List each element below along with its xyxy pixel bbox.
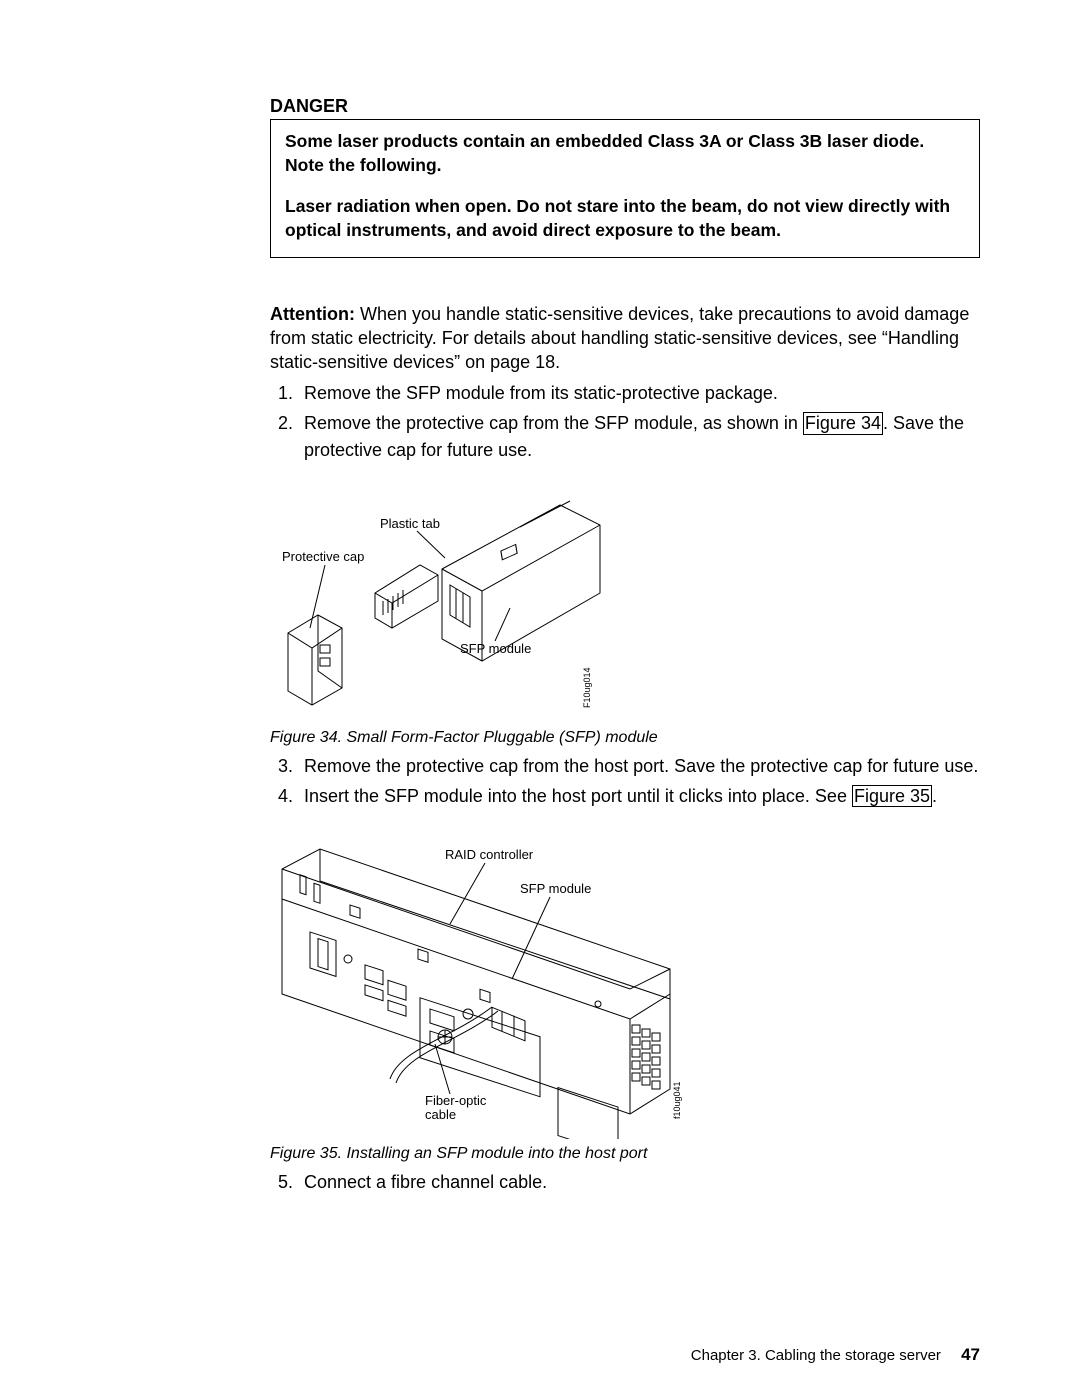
figure-34-caption: Figure 34. Small Form-Factor Pluggable (… [270, 729, 980, 747]
step-2-text-a: Remove the protective cap from the SFP m… [304, 413, 803, 433]
figure-34-link[interactable]: Figure 34 [803, 412, 883, 435]
fig35-label-cable-1: Fiber-optic [425, 1093, 487, 1108]
step-5: Connect a fibre channel cable. [298, 1169, 980, 1195]
page-footer: Chapter 3. Cabling the storage server 47 [691, 1345, 980, 1365]
step-3: Remove the protective cap from the host … [298, 753, 980, 779]
danger-para-1: Some laser products contain an embedded … [285, 130, 965, 177]
attention-paragraph: Attention: When you handle static-sensit… [270, 302, 980, 375]
fig35-code: f10ug041 [672, 1081, 682, 1119]
fig34-code: F10ug014 [582, 667, 592, 708]
danger-heading: DANGER [270, 96, 980, 117]
figure-35-caption: Figure 35. Installing an SFP module into… [270, 1145, 980, 1163]
fig34-label-mod: SFP module [460, 641, 531, 656]
figure-35-svg: RAID controller SFP module Fiber-optic c… [270, 839, 770, 1139]
fig34-label-cap: Protective cap [282, 549, 364, 564]
step-2: Remove the protective cap from the SFP m… [298, 410, 980, 462]
danger-para-2: Laser radiation when open. Do not stare … [285, 195, 965, 242]
fig35-label-cable-2: cable [425, 1107, 456, 1122]
step-4-text-b: . [932, 786, 937, 806]
step-1: Remove the SFP module from its static-pr… [298, 380, 980, 406]
footer-chapter: Chapter 3. Cabling the storage server [691, 1347, 941, 1364]
figure-35-link[interactable]: Figure 35 [852, 785, 932, 808]
fig35-label-sfp: SFP module [520, 881, 591, 896]
attention-label: Attention: [270, 304, 355, 324]
fig35-label-raid: RAID controller [445, 847, 534, 862]
danger-box: Some laser products contain an embedded … [270, 119, 980, 258]
footer-page-number: 47 [961, 1345, 980, 1364]
attention-text: When you handle static-sensitive devices… [270, 304, 969, 373]
step-4: Insert the SFP module into the host port… [298, 783, 980, 809]
fig34-label-tab: Plastic tab [380, 516, 440, 531]
figure-35: RAID controller SFP module Fiber-optic c… [270, 839, 980, 1163]
step-4-text-a: Insert the SFP module into the host port… [304, 786, 852, 806]
figure-34-svg: Plastic tab Protective cap SFP module F1… [270, 493, 670, 723]
figure-34: Plastic tab Protective cap SFP module F1… [270, 493, 980, 747]
